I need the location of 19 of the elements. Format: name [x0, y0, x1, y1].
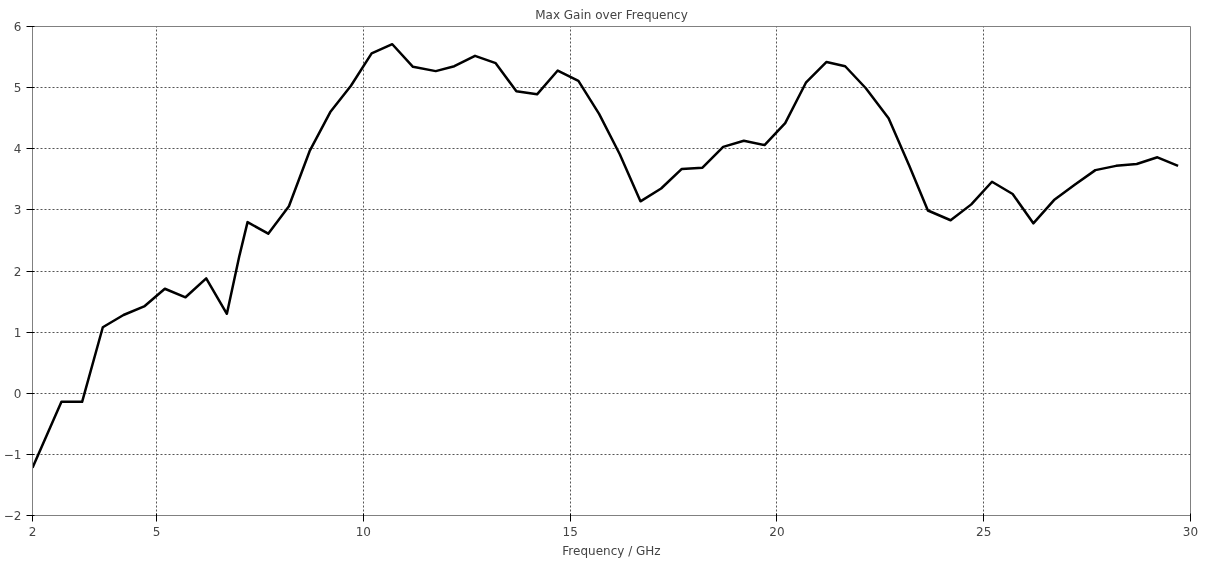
x-tick-label: 5	[152, 524, 161, 539]
y-tick-label: 4	[13, 142, 22, 157]
x-tick-label: 25	[976, 524, 992, 539]
x-tick-label: 30	[1182, 524, 1199, 539]
y-tick-label: 5	[13, 81, 22, 96]
x-tick-label: 10	[355, 524, 371, 539]
x-tick-label: 15	[562, 524, 578, 539]
chart-title: Max Gain over Frequency	[535, 7, 688, 22]
y-tick-label: 6	[13, 20, 22, 34]
x-tick-label: 2	[28, 524, 37, 539]
y-tick-label: 3	[13, 203, 22, 218]
y-tick-label: 1	[13, 325, 22, 340]
y-tick-label: 2	[13, 264, 22, 279]
line-series	[32, 42, 1180, 470]
y-tick-label: 0	[13, 386, 22, 401]
y-tick-label: −1	[3, 447, 22, 462]
y-tick-label: −2	[3, 509, 22, 523]
x-tick-label: 20	[769, 524, 785, 539]
x-axis-title: Frequency / GHz	[562, 543, 661, 558]
